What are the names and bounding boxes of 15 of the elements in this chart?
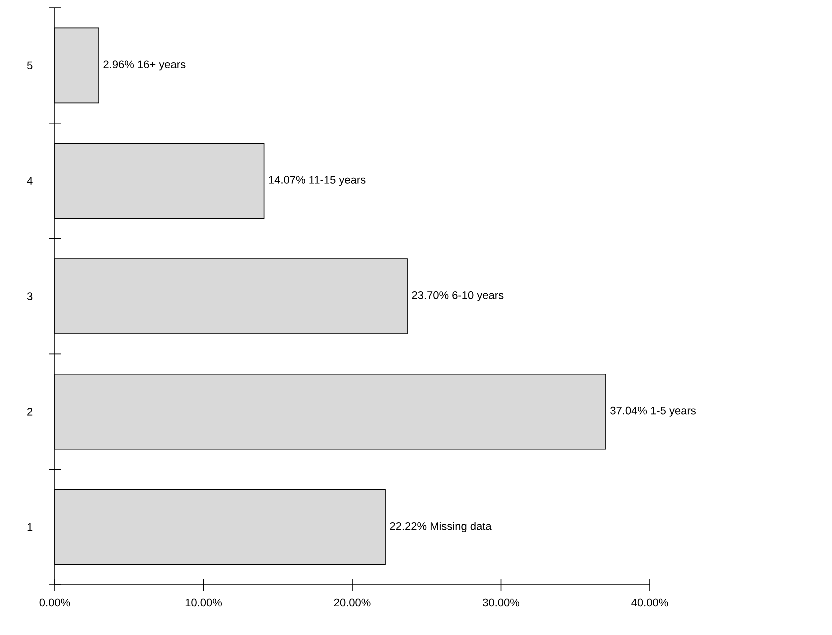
- data-label: 37.04% 1-5 years: [610, 406, 696, 417]
- y-tick-label: 3: [27, 292, 33, 300]
- data-label: 22.22% Missing data: [390, 522, 492, 532]
- y-tick-label: 4: [27, 177, 33, 185]
- data-label: 2.96% 16+ years: [104, 60, 186, 71]
- x-tick-label: 0.00%: [40, 598, 70, 607]
- x-tick-label: 30.00%: [483, 598, 520, 607]
- data-label: 23.70% 6-10 years: [412, 292, 504, 302]
- y-tick-label: 2: [28, 408, 33, 416]
- x-tick-label: 10.00%: [186, 598, 222, 607]
- y-tick-label: 5: [27, 62, 33, 70]
- data-label: 14.07% 11-15 years: [269, 176, 366, 186]
- x-tick-label: 40.00%: [632, 598, 668, 607]
- x-tick-label: 20.00%: [334, 598, 371, 607]
- y-tick-label: 1: [28, 524, 33, 532]
